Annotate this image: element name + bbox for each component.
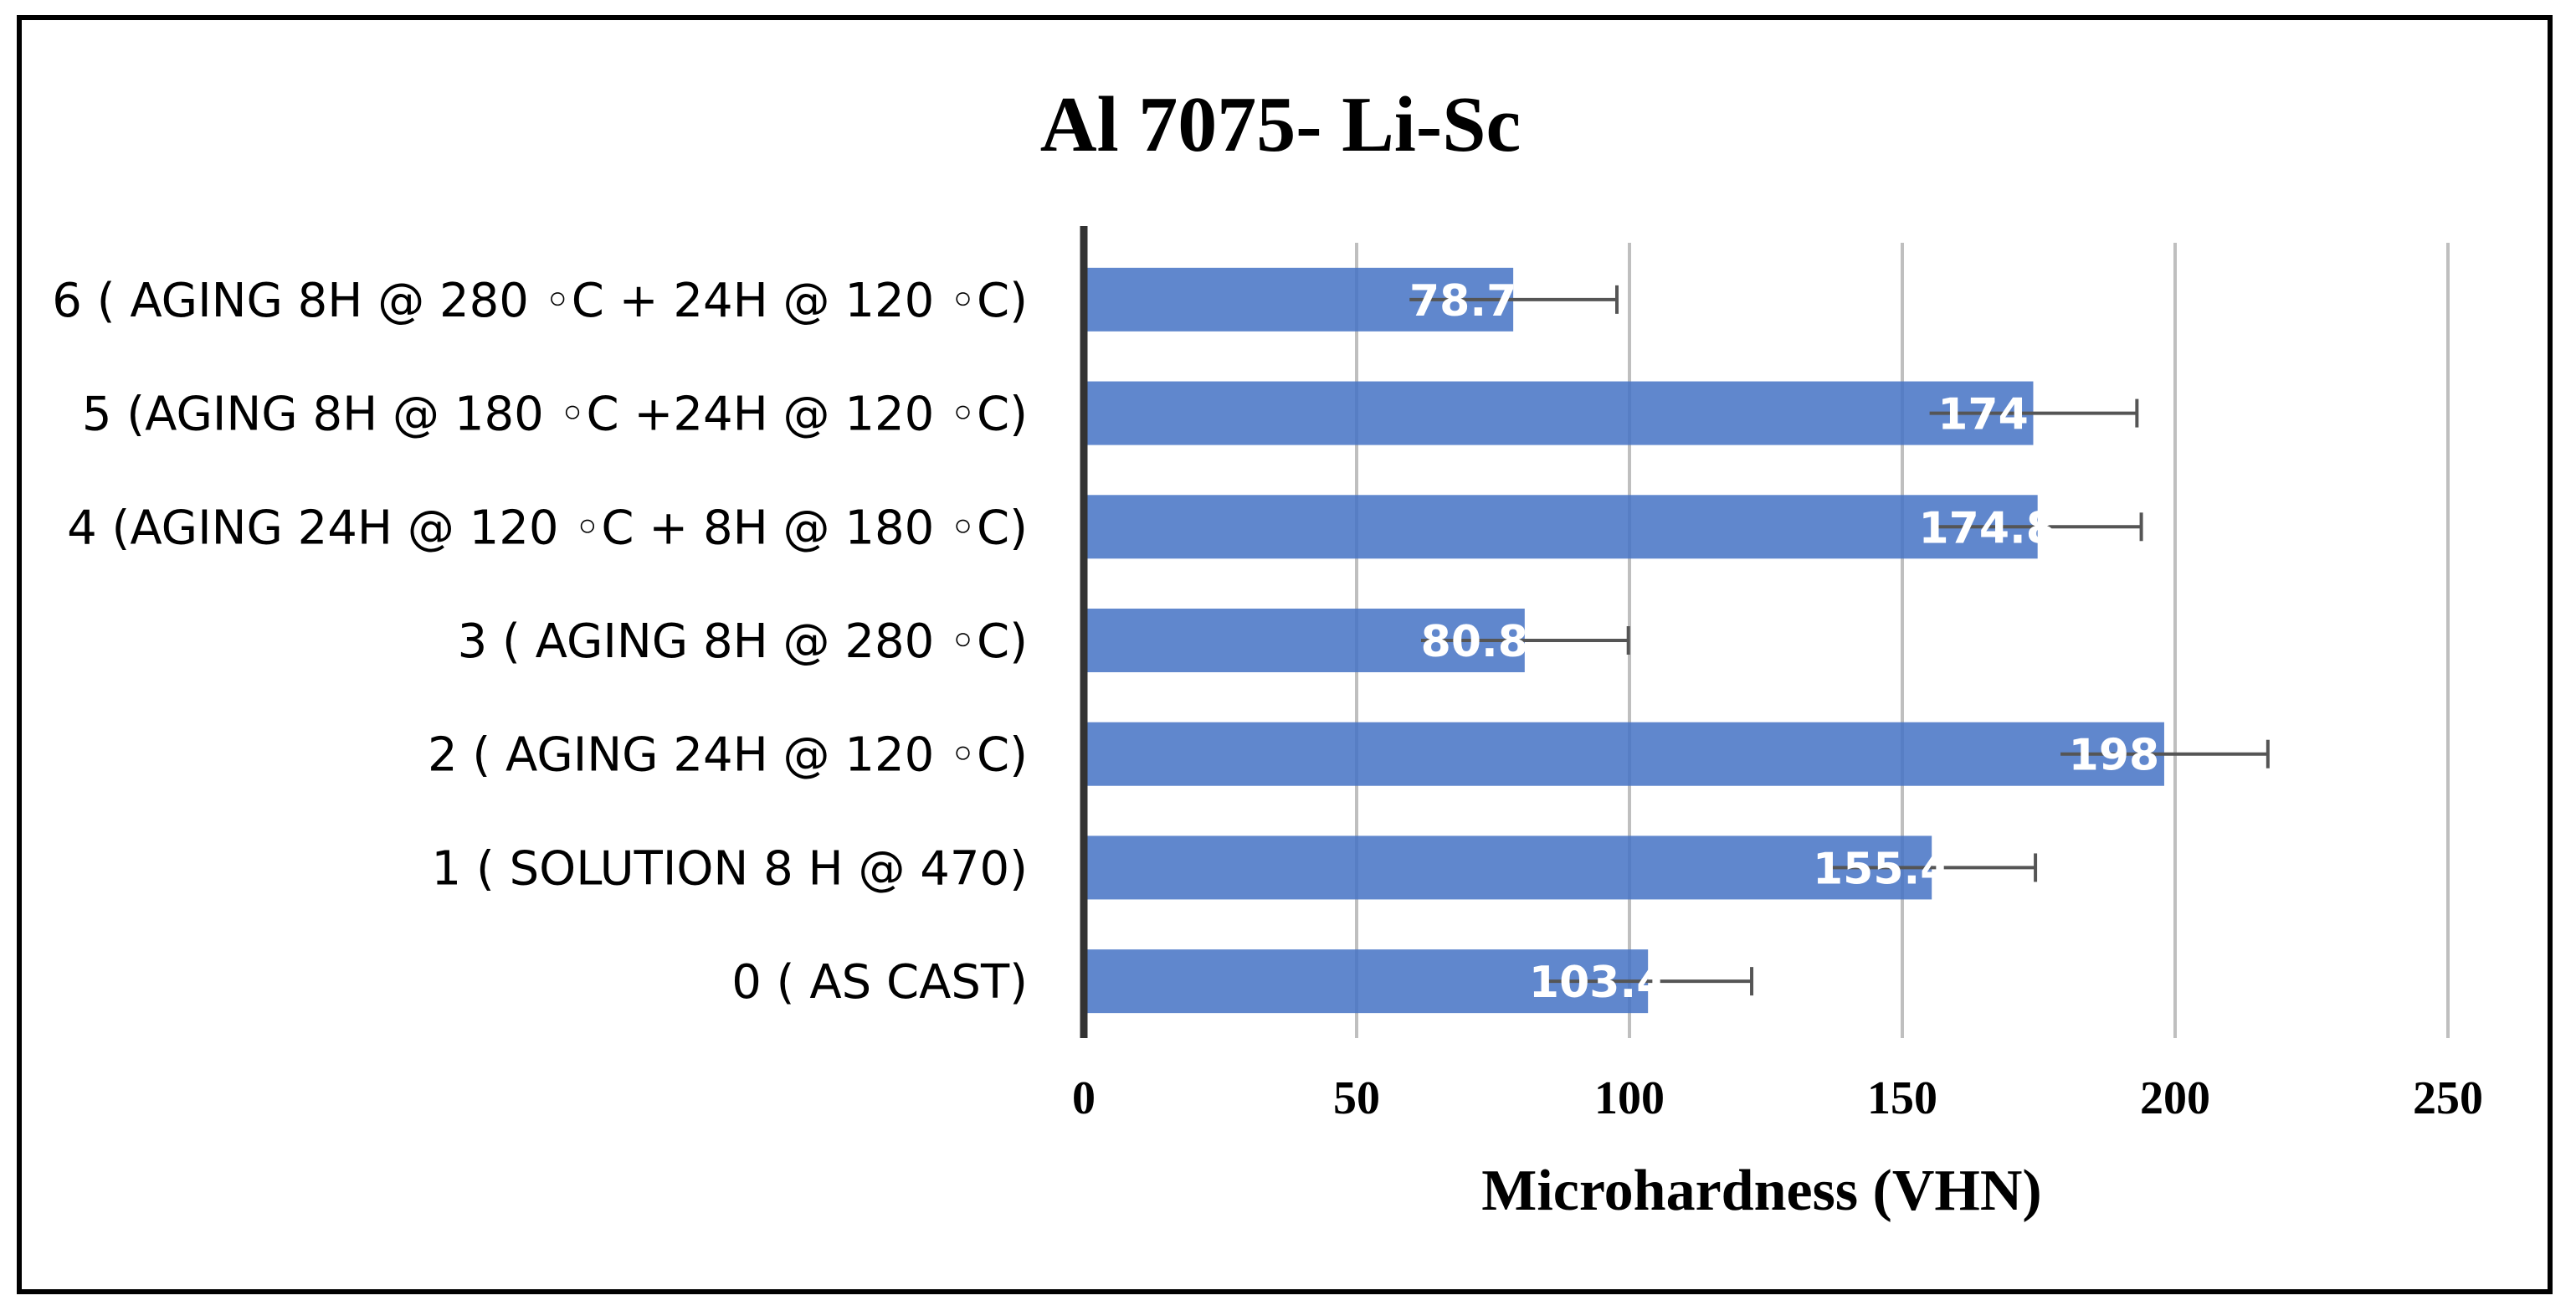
data-label: 78.7 [1409, 276, 1516, 326]
x-tick-label: 250 [2413, 1072, 2483, 1124]
x-tick-label: 50 [1333, 1072, 1380, 1124]
bar [1084, 722, 2164, 786]
data-label: 103.4 [1529, 958, 1666, 1008]
data-label: 155.4 [1813, 844, 1950, 894]
category-label: 6 ( AGING 8H @ 280 ◦C + 24H @ 120 ◦C) [52, 274, 1028, 328]
data-label: 174.8 [1918, 503, 2055, 553]
x-tick-label: 200 [2140, 1072, 2210, 1124]
x-tick-label: 150 [1867, 1072, 1937, 1124]
error-bars [1409, 285, 2270, 996]
chart-title: Al 7075- Li-Sc [1040, 81, 1521, 168]
x-tick-label: 100 [1594, 1072, 1665, 1124]
category-label: 3 ( AGING 8H @ 280 ◦C) [458, 614, 1028, 669]
bars [1084, 267, 2164, 1014]
category-label: 5 (AGING 8H @ 180 ◦C +24H @ 120 ◦C) [82, 388, 1028, 442]
data-label: 174 [1937, 390, 2029, 440]
data-label: 198 [2069, 731, 2160, 781]
category-labels: 6 ( AGING 8H @ 280 ◦C + 24H @ 120 ◦C) 5 (… [52, 274, 1028, 1010]
bar [1084, 835, 1932, 900]
data-label: 80.8 [1421, 617, 1528, 667]
bar [1084, 495, 2038, 559]
x-tick-label: 0 [1072, 1072, 1096, 1124]
data-labels: 78.7 174 174.8 80.8 198 155.4 103.4 [1409, 276, 2159, 1008]
category-label: 1 ( SOLUTION 8 H @ 470) [432, 841, 1028, 896]
category-label: 4 (AGING 24H @ 120 ◦C + 8H @ 180 ◦C) [67, 501, 1028, 555]
x-axis-title: Microhardness (VHN) [1481, 1159, 2041, 1223]
x-tick-labels: 0 50 100 150 200 250 [1072, 1072, 2483, 1124]
category-label: 2 ( AGING 24H @ 120 ◦C) [428, 728, 1028, 783]
bar [1084, 381, 2034, 445]
category-label: 0 ( AS CAST) [731, 955, 1028, 1010]
